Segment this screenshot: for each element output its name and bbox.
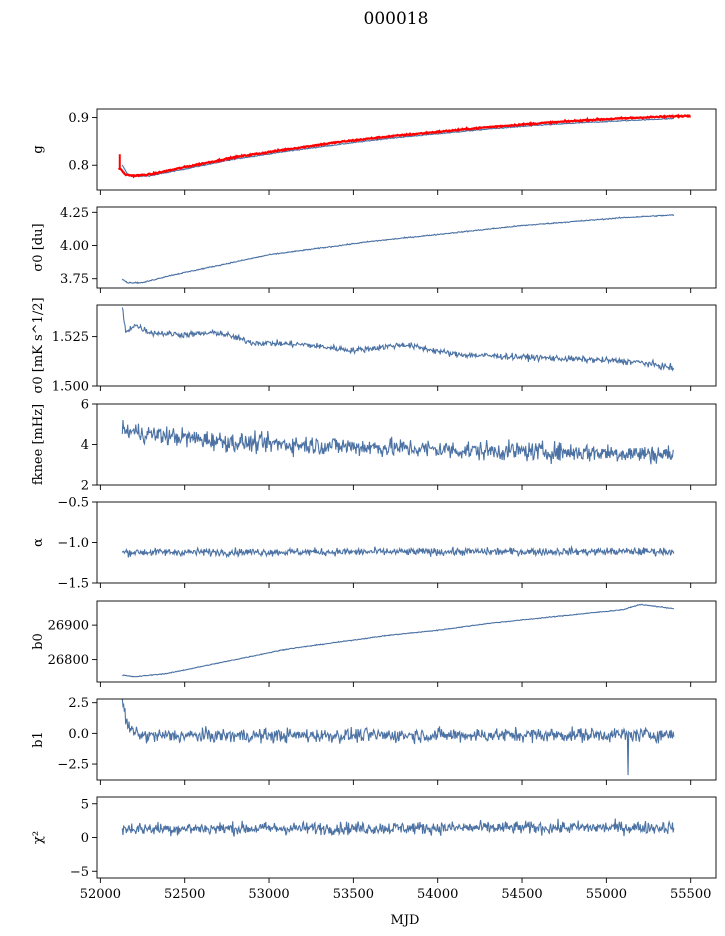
x-tick-label: 54000 [417, 887, 458, 902]
x-tick-label: 55000 [586, 887, 627, 902]
axes-frame-b1 [96, 698, 717, 781]
series-line-alpha [121, 544, 675, 559]
y-axis-title-b0: b0 [31, 633, 46, 650]
panel-chi2: 5 0 −5 52000 52500 53000 53500 54000 54500 55000 5… [31, 796, 717, 902]
y-axis-title-alpha: α [31, 538, 46, 547]
x-tick-label: 54500 [501, 887, 542, 902]
y-tick-label-alpha: −1.0 [57, 536, 89, 551]
axes-frame-g [96, 108, 717, 191]
series-line-sigma0-du [121, 214, 675, 285]
panels: 0.9 0.8 g 4.25 4.00 3.75 σ0 [du] 1.525 1.500 σ0 [… [31, 108, 717, 902]
y-tick-label-b0: 26900 [48, 619, 89, 634]
panel-fknee: 6 4 2 fknee [mHz] [31, 398, 717, 494]
y-tick-label-fknee: 2 [81, 479, 89, 494]
axes-frame-b0 [96, 600, 717, 683]
y-tick-label-alpha: −1.5 [57, 577, 89, 592]
axes-frame-chi2 [96, 796, 717, 879]
series-line-b0 [122, 603, 674, 678]
y-axis-title-sigma0-du: σ0 [du] [31, 223, 46, 271]
overlay-line-g [117, 113, 691, 179]
x-tick-label: 52000 [80, 887, 121, 902]
y-axis-title-b1: b1 [31, 731, 46, 748]
y-tick-label-sigma0-mks: 1.525 [52, 330, 89, 345]
y-tick-label-g: 0.9 [68, 111, 89, 126]
x-tick-label: 53500 [333, 887, 374, 902]
y-tick-label-sigma0-du: 4.00 [60, 239, 89, 254]
y-tick-label-b1: 2.5 [68, 696, 89, 711]
y-axis-title-sigma0-mks: σ0 [mK s^1/2] [31, 297, 46, 393]
panel-sigma0-du: 4.25 4.00 3.75 σ0 [du] [31, 206, 717, 293]
y-tick-label-chi2: 0 [81, 831, 89, 846]
series-line-chi2 [121, 818, 675, 837]
axes-frame-fknee [96, 403, 717, 486]
x-tick-label: 53000 [248, 887, 289, 902]
y-tick-label-fknee: 4 [81, 438, 89, 453]
panel-g: 0.9 0.8 g [31, 108, 717, 195]
y-tick-label-b1: 0.0 [68, 727, 89, 742]
axes-frame-alpha [96, 501, 717, 584]
x-tick-label: 52500 [164, 887, 205, 902]
figure-title: 000018 [364, 9, 429, 29]
series-line-fknee [121, 419, 675, 465]
y-tick-label-sigma0-du: 4.25 [60, 206, 89, 221]
y-tick-label-sigma0-mks: 1.500 [52, 380, 89, 395]
panel-sigma0-mks: 1.525 1.500 σ0 [mK s^1/2] [31, 297, 717, 395]
y-axis-title-chi2: χ² [31, 831, 46, 844]
y-tick-label-alpha: −0.5 [57, 496, 89, 511]
x-axis-title: MJD [391, 913, 420, 928]
x-tick-label: 55500 [670, 887, 711, 902]
y-axis-title-g: g [31, 145, 46, 153]
panel-alpha: −0.5 −1.0 −1.5 α [31, 496, 717, 592]
axes-frame-sigma0-mks [96, 304, 717, 387]
y-tick-label-chi2: −5 [70, 865, 89, 880]
y-axis-title-fknee: fknee [mHz] [31, 404, 46, 485]
panel-b1: 2.5 0.0 −2.5 b1 [31, 696, 717, 785]
axes-frame-sigma0-du [96, 206, 717, 289]
series-line-g [121, 117, 674, 178]
y-tick-label-fknee: 6 [81, 398, 89, 413]
y-tick-label-g: 0.8 [68, 159, 89, 174]
y-tick-label-chi2: 5 [81, 797, 89, 812]
series-line-b1 [121, 699, 675, 776]
series-line-sigma0-mks [121, 307, 675, 372]
y-tick-label-b0: 26800 [48, 653, 89, 668]
y-tick-label-b1: −2.5 [57, 758, 89, 773]
y-tick-label-sigma0-du: 3.75 [60, 272, 89, 287]
